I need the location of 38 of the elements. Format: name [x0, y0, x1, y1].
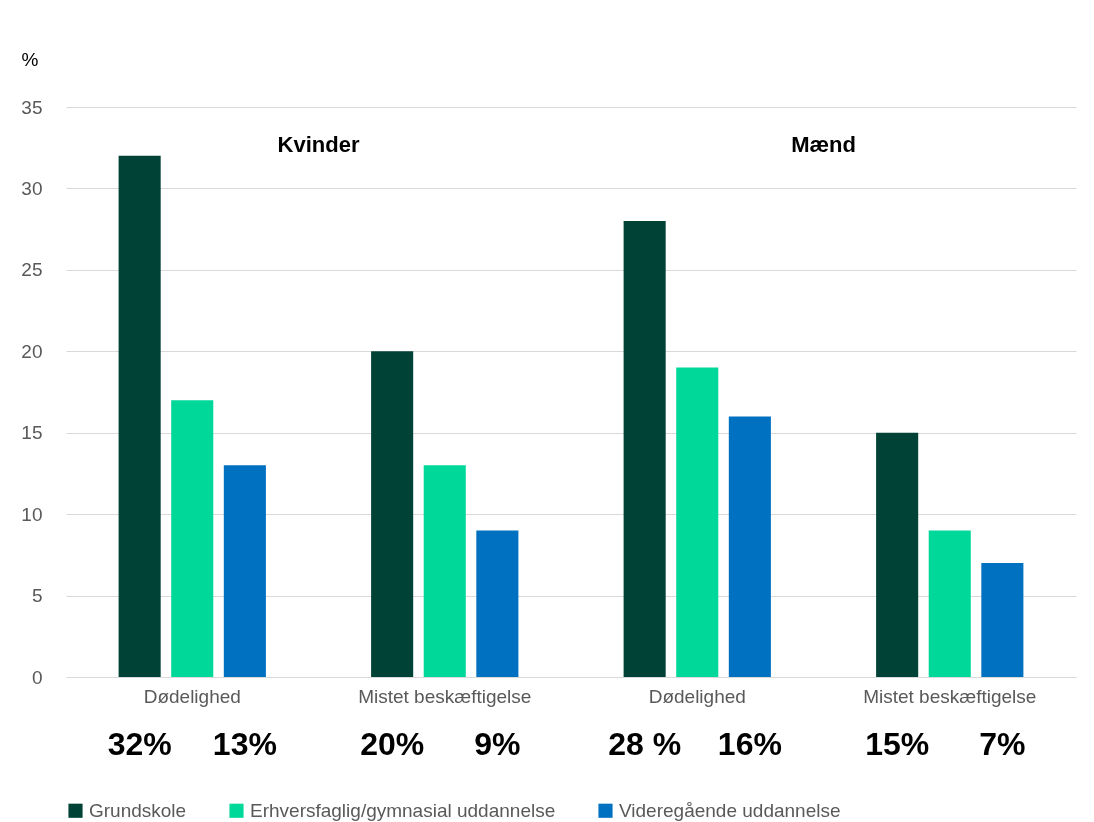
y-tick-label: 10 — [21, 503, 43, 525]
bar — [223, 465, 266, 677]
bar — [476, 530, 519, 677]
annotation: Mænd — [791, 132, 856, 157]
bar — [728, 416, 771, 677]
x-tick-label: Dødelighed — [648, 685, 746, 707]
data-label: 16% — [717, 726, 782, 762]
y-tick-label: 15 — [21, 422, 43, 444]
bar — [981, 563, 1024, 677]
x-tick-label: Mistet beskæftigelse — [358, 685, 532, 707]
bar — [876, 432, 919, 677]
data-label: 32% — [107, 726, 172, 762]
bar — [371, 351, 414, 677]
y-tick-label: 25 — [21, 259, 43, 281]
legend-label: Videregående uddannelse — [619, 799, 841, 821]
bar — [676, 367, 719, 677]
y-tick-label: 0 — [31, 666, 43, 688]
bar — [118, 155, 161, 677]
data-label: 28 % — [608, 726, 682, 762]
y-tick-label: 20 — [21, 340, 43, 362]
bar — [423, 465, 466, 677]
bar — [623, 221, 666, 677]
bar — [928, 530, 971, 677]
annotation: Kvinder — [277, 132, 360, 157]
data-label: 20% — [360, 726, 425, 762]
y-tick-label: 5 — [31, 585, 43, 607]
bar — [171, 400, 214, 677]
x-tick-label: Mistet beskæftigelse — [863, 685, 1037, 707]
y-tick-label: 35 — [21, 96, 43, 118]
data-label: 9% — [474, 726, 521, 762]
data-label: 15% — [865, 726, 930, 762]
legend-label: Grundskole — [89, 799, 187, 821]
x-tick-label: Dødelighed — [143, 685, 241, 707]
data-label: 7% — [979, 726, 1026, 762]
y-axis-title: % — [21, 48, 39, 70]
data-label: 13% — [212, 726, 277, 762]
y-tick-label: 30 — [21, 177, 43, 199]
legend-label: Erhversfaglig/gymnasial uddannelse — [250, 799, 556, 821]
